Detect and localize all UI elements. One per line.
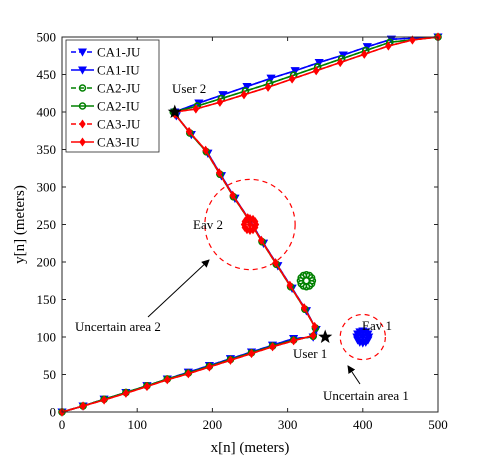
- legend-label: CA2-JU: [97, 81, 141, 96]
- cluster-marker: [358, 333, 368, 342]
- annotations: User 1 User 2 Eav 1 Eav 2 Uncertain area 1 Un…: [75, 81, 409, 403]
- data-point: [286, 280, 294, 290]
- data-point: [100, 395, 108, 405]
- data-point: [313, 66, 320, 76]
- legend-item: CA3-JU: [71, 117, 141, 132]
- data-point: [385, 41, 392, 51]
- data-point: [290, 67, 300, 76]
- legend-item: CA2-JU: [71, 81, 141, 96]
- y-axis-label: y[n] (meters): [12, 185, 28, 264]
- legend-label: CA2-IU: [97, 99, 140, 114]
- x-tick-label: 200: [203, 417, 223, 432]
- uncertain-area-2-label: Uncertain area 2: [75, 319, 161, 334]
- data-point: [229, 190, 236, 200]
- data-point: [409, 35, 416, 45]
- x-axis-label: x[n] (meters): [211, 440, 290, 456]
- y-tick-label: 350: [37, 142, 57, 157]
- data-point: [266, 74, 276, 83]
- data-point: [240, 90, 248, 100]
- x-tick-label: 300: [278, 417, 298, 432]
- y-tick-label: 100: [37, 330, 57, 345]
- uncertain-area-1-label: Uncertain area 1: [323, 388, 409, 403]
- user-star: [167, 104, 182, 119]
- data-point: [242, 83, 252, 92]
- legend: CA1-JU CA1-IU CA2-JU CA2-IU CA3-JU CA3-IU: [65, 39, 160, 153]
- y-tick-label: 150: [37, 292, 57, 307]
- legend-label: CA1-JU: [97, 45, 141, 60]
- legend-swatch-marker: [78, 102, 87, 110]
- cluster-marker: [246, 219, 254, 230]
- data-point: [337, 57, 344, 68]
- eavesdropper-clusters: [240, 213, 374, 348]
- y-tick-label: 400: [37, 105, 57, 120]
- legend-item: CA1-JU: [71, 45, 141, 60]
- x-tick-label: 500: [428, 417, 448, 432]
- data-point: [310, 330, 317, 341]
- user-2-label: User 2: [172, 81, 206, 96]
- legend-swatch-marker: [78, 84, 87, 92]
- x-tick-label: 400: [353, 417, 373, 432]
- legend-label: CA3-IU: [97, 135, 140, 150]
- uncertain-area-circle: [204, 178, 296, 271]
- y-tick-label: 450: [37, 67, 57, 82]
- data-point: [258, 235, 265, 245]
- user-1-label: User 1: [293, 346, 327, 361]
- uncertain-area-1-arrow: [347, 365, 361, 385]
- legend-swatch-marker: [78, 66, 87, 75]
- data-point: [311, 321, 318, 332]
- legend-label: CA3-JU: [97, 117, 141, 132]
- data-point: [143, 381, 151, 392]
- x-tick-label: 0: [59, 417, 66, 432]
- axis-ticks: 0 100 200 300 400 500 0 50 100 150 200 250 300 350 400…: [37, 30, 448, 433]
- legend-item: CA1-IU: [71, 63, 140, 78]
- data-point: [164, 375, 171, 385]
- y-tick-label: 300: [37, 180, 57, 195]
- data-point: [202, 145, 209, 155]
- user-star: [318, 329, 333, 344]
- legend-label: CA1-IU: [97, 63, 140, 78]
- data-point: [269, 342, 276, 352]
- eav-2-label: Eav 2: [193, 217, 223, 232]
- y-tick-label: 500: [37, 30, 57, 45]
- eavesdropper-cluster: [296, 271, 317, 291]
- cluster-marker: [302, 277, 311, 285]
- y-tick-label: 50: [43, 367, 56, 382]
- cluster-marker: [252, 216, 259, 227]
- data-point: [216, 97, 224, 107]
- data-point: [300, 303, 308, 313]
- legend-box: [65, 39, 160, 153]
- eavesdropper-cluster: [240, 213, 260, 236]
- data-point: [272, 258, 279, 268]
- legend-swatch-marker: [78, 48, 87, 57]
- legend-item: CA2-IU: [71, 99, 140, 114]
- data-point: [227, 355, 234, 365]
- eav-1-label: Eav 1: [362, 318, 392, 333]
- y-tick-label: 200: [37, 255, 57, 270]
- data-point: [248, 348, 255, 359]
- y-tick-label: 250: [37, 217, 57, 232]
- data-point: [192, 104, 200, 114]
- data-point: [314, 59, 324, 68]
- data-point: [216, 168, 223, 178]
- y-tick-label: 0: [50, 405, 57, 420]
- legend-swatch-marker: [79, 137, 86, 147]
- x-tick-label: 100: [127, 417, 147, 432]
- eavesdropper-cluster: [352, 327, 374, 348]
- uncertain-areas: [204, 178, 386, 361]
- data-point: [185, 369, 192, 379]
- user-points: [167, 104, 333, 344]
- data-point: [290, 336, 297, 346]
- data-point: [206, 362, 213, 372]
- legend-item: CA3-IU: [71, 135, 140, 150]
- uncertain-area-2-arrow: [147, 259, 210, 318]
- data-point: [79, 401, 87, 411]
- legend-swatch-marker: [79, 119, 86, 129]
- data-point: [361, 49, 368, 59]
- data-point: [288, 74, 296, 84]
- uncertain-area-circle: [339, 313, 386, 361]
- data-point: [264, 82, 272, 92]
- data-point: [122, 388, 130, 398]
- data-point: [185, 126, 193, 137]
